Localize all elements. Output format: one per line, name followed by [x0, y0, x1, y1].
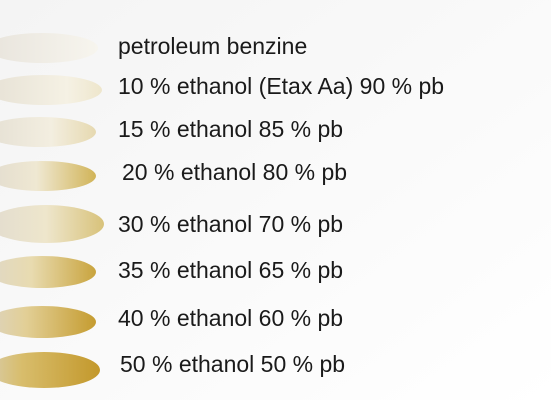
- label: 15 % ethanol 85 % pb: [118, 116, 343, 142]
- label: 30 % ethanol 70 % pb: [118, 211, 343, 237]
- label: 20 % ethanol 80 % pb: [122, 159, 347, 185]
- label: 40 % ethanol 60 % pb: [118, 305, 343, 331]
- label: 10 % ethanol (Etax Aa) 90 % pb: [118, 73, 444, 99]
- photo: petroleum benzine 10 % ethanol (Etax Aa)…: [0, 0, 551, 400]
- label: 50 % ethanol 50 % pb: [120, 351, 345, 377]
- page: {"labels": ["petroleum benzine", "10 % e…: [0, 0, 551, 400]
- label: petroleum benzine: [118, 33, 307, 59]
- background: [0, 0, 551, 400]
- label: 35 % ethanol 65 % pb: [118, 257, 343, 283]
